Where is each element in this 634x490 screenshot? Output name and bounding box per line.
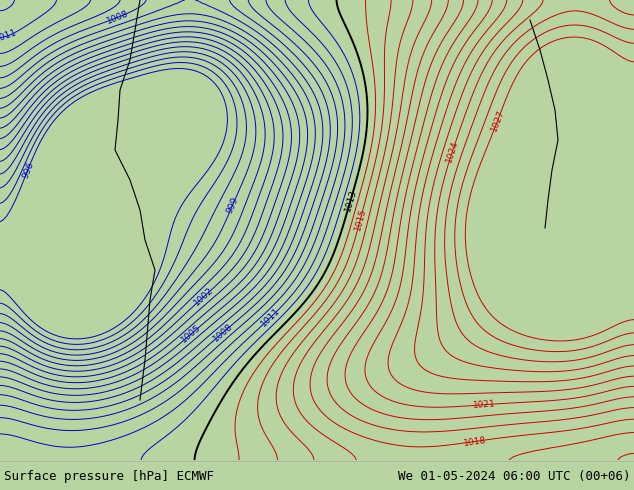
Text: 1005: 1005 — [179, 323, 203, 345]
Text: 1021: 1021 — [472, 399, 496, 410]
Text: Surface pressure [hPa] ECMWF: Surface pressure [hPa] ECMWF — [4, 469, 214, 483]
Text: 996: 996 — [20, 160, 36, 179]
Text: 1008: 1008 — [211, 321, 235, 343]
Text: 1008: 1008 — [105, 9, 130, 25]
Text: 1011: 1011 — [259, 306, 282, 328]
Text: 1018: 1018 — [463, 436, 487, 447]
Text: 1015: 1015 — [353, 207, 368, 231]
Text: 1002: 1002 — [192, 286, 216, 308]
Text: 1027: 1027 — [489, 108, 506, 133]
Text: 999: 999 — [225, 196, 240, 215]
Text: 1011: 1011 — [0, 28, 19, 45]
Text: We 01-05-2024 06:00 UTC (00+06): We 01-05-2024 06:00 UTC (00+06) — [398, 469, 630, 483]
Text: 1013: 1013 — [343, 188, 358, 213]
Text: 1024: 1024 — [444, 139, 460, 164]
